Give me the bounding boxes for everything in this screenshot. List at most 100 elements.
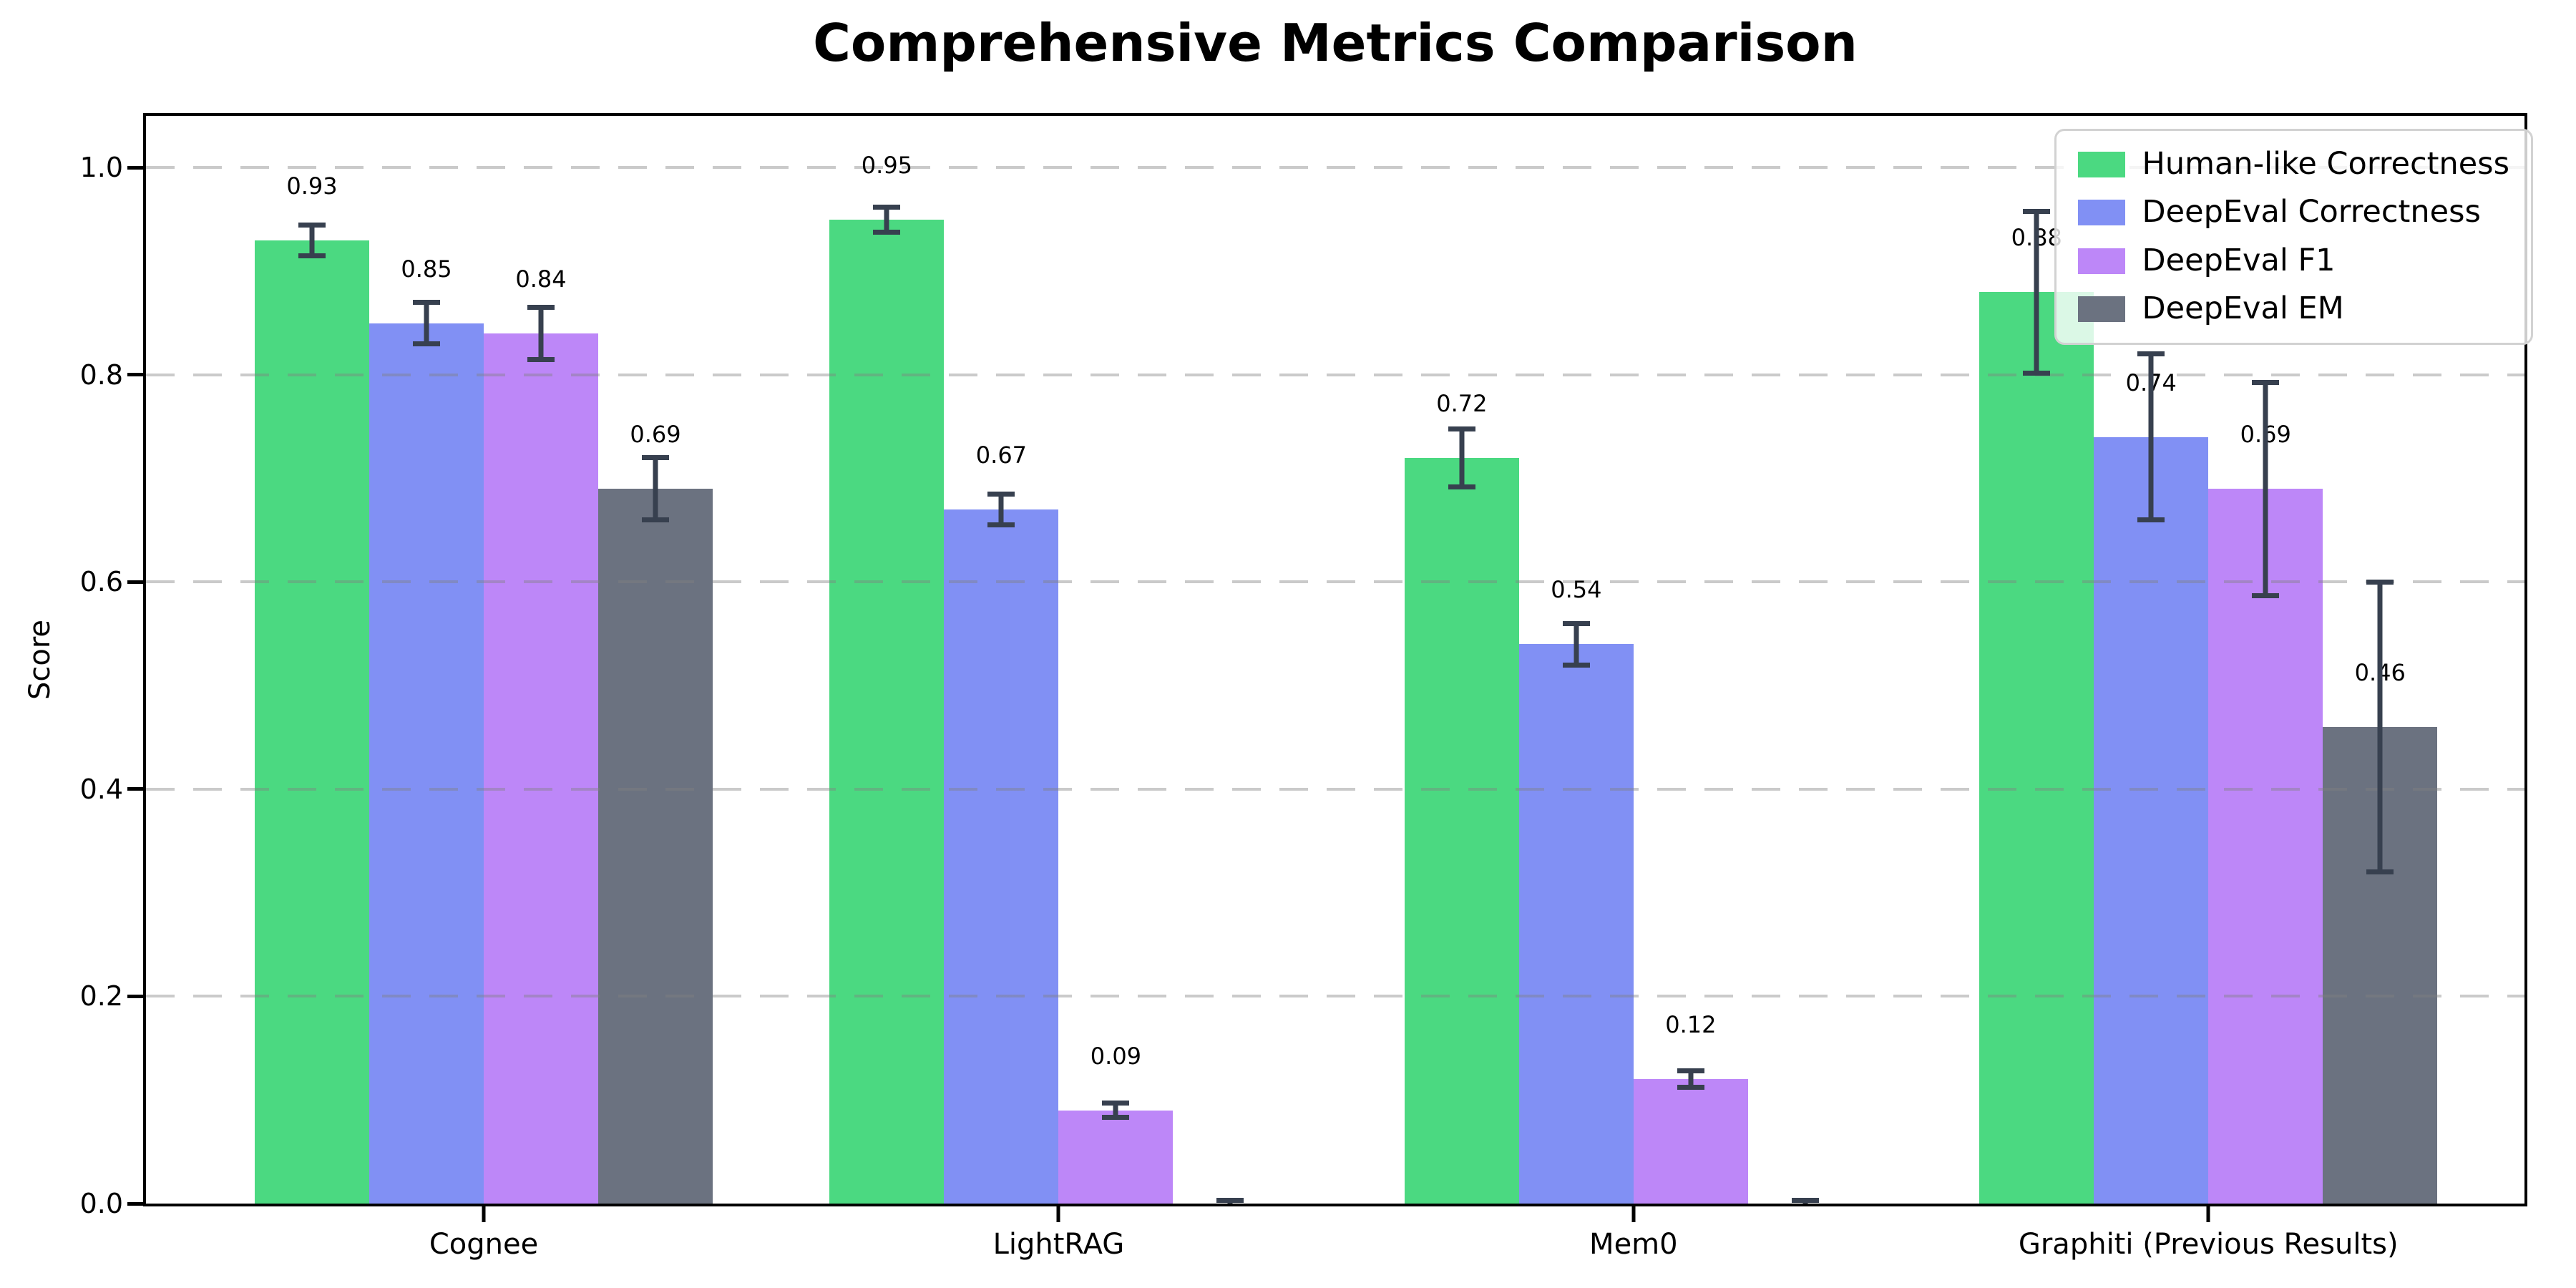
x-tick-label: Cognee [429,1228,539,1261]
x-tick-label: Graphiti (Previous Results) [2018,1228,2399,1261]
error-bar-cap [2252,592,2280,598]
legend-item: Human-like Correctness [2077,146,2509,182]
error-bar-cap [1562,662,1590,668]
bar-value-label: 0.12 [1665,1011,1717,1039]
error-bar [424,302,429,344]
error-bar-cap [2023,370,2051,376]
error-bar-cap [873,229,901,235]
legend-swatch [2077,200,2125,226]
error-bar-cap [1448,484,1475,489]
error-bar [998,494,1004,525]
legend-item: DeepEval Correctness [2077,194,2509,230]
bar-deepeval-correctness [369,323,484,1204]
error-bar-cap [2137,351,2165,357]
bar-deepeval-correctness [944,509,1059,1204]
x-tick-mark [1631,1206,1636,1222]
y-tick-label: 1.0 [79,152,123,184]
error-bar-cap [1791,1198,1819,1204]
bar-deepeval-correctness [1518,644,1634,1204]
error-bar [1574,623,1579,665]
y-tick-mark [127,787,143,791]
x-tick-mark [1056,1206,1060,1222]
gridline [146,166,2524,170]
bar-deepeval-correctness [2094,436,2209,1204]
bar-value-label: 0.93 [286,172,338,200]
bar-human-like-correctness [255,240,369,1204]
bar-value-label: 0.84 [515,265,567,293]
error-bar [309,225,315,256]
bar-human-like-correctness [1979,292,2094,1204]
error-bar-cap [527,305,555,311]
bar-value-label: 0.67 [975,441,1028,469]
bar-value-label: 0.69 [630,421,681,449]
x-axis: Cognee LightRAG Mem0 Graphiti (Previous Res… [146,1206,2524,1285]
y-tick-label: 0.4 [79,773,123,805]
legend: Human-like Correctness DeepEval Correctne… [2054,129,2533,345]
error-bar-cap [1677,1068,1704,1074]
y-tick-mark [127,580,143,584]
legend-item: DeepEval F1 [2077,242,2509,278]
legend-swatch [2077,296,2125,323]
error-bar-cap [1216,1198,1244,1204]
error-bar-cap [2023,208,2051,214]
x-tick-label: LightRAG [992,1228,1125,1261]
bar-human-like-correctness [1404,457,1519,1204]
legend-swatch [2077,248,2125,274]
chart-title: Comprehensive Metrics Comparison [813,13,1858,73]
error-bar [1113,1103,1118,1118]
gridline [146,995,2524,998]
error-bar-cap [1102,1101,1130,1106]
error-bar-cap [2137,517,2165,523]
error-bar-cap [987,522,1015,528]
y-tick-mark [127,165,143,170]
bar-deepeval-f1 [2208,489,2323,1204]
legend-label: DeepEval Correctness [2142,194,2481,230]
bar-value-label: 0.72 [1436,389,1488,417]
error-bar-cap [1102,1115,1130,1121]
y-tick-mark [127,994,143,998]
legend-label: Human-like Correctness [2142,146,2509,182]
bar-value-label: 0.09 [1090,1042,1142,1070]
error-bar-cap [298,222,326,228]
bar-deepeval-f1 [1633,1079,1748,1204]
error-bar-cap [527,356,555,362]
legend-item: DeepEval EM [2077,291,2509,327]
bar-deepeval-f1 [484,333,598,1204]
error-bar [1688,1070,1694,1088]
legend-swatch [2077,151,2125,177]
y-tick-label: 0.6 [79,566,123,598]
error-bar-cap [413,300,440,306]
bar-value-label: 0.54 [1551,576,1602,604]
legend-label: DeepEval F1 [2142,242,2336,278]
error-bar-cap [642,517,669,523]
gridline [146,373,2524,376]
legend-label: DeepEval EM [2142,291,2344,327]
bar-deepeval-em [598,489,713,1204]
y-tick-label: 0.2 [79,980,123,1013]
x-tick-mark [2206,1206,2210,1222]
error-bar-cap [2366,579,2394,585]
error-bar-cap [413,341,440,346]
error-bar-cap [1448,426,1475,431]
error-bar [2034,211,2039,373]
error-bar-cap [987,491,1015,497]
error-bar [884,207,889,233]
error-bar [2377,582,2383,872]
bar-deepeval-f1 [1058,1110,1174,1204]
x-tick-mark [482,1206,486,1222]
error-bar [2148,353,2154,520]
error-bar-cap [298,253,326,258]
y-axis: 0.0 0.2 0.4 0.6 0.8 1.0 [0,116,143,1219]
x-tick-label: Mem0 [1589,1228,1678,1261]
error-bar-cap [642,455,669,461]
y-tick-mark [127,1201,143,1206]
error-bar-cap [873,204,901,210]
y-tick-label: 0.8 [79,358,123,391]
y-tick-label: 0.0 [79,1188,123,1219]
gridline [146,787,2524,791]
gridline [146,580,2524,584]
error-bar-cap [2366,869,2394,875]
bar-human-like-correctness [829,219,945,1204]
bar-value-label: 0.95 [861,151,913,179]
